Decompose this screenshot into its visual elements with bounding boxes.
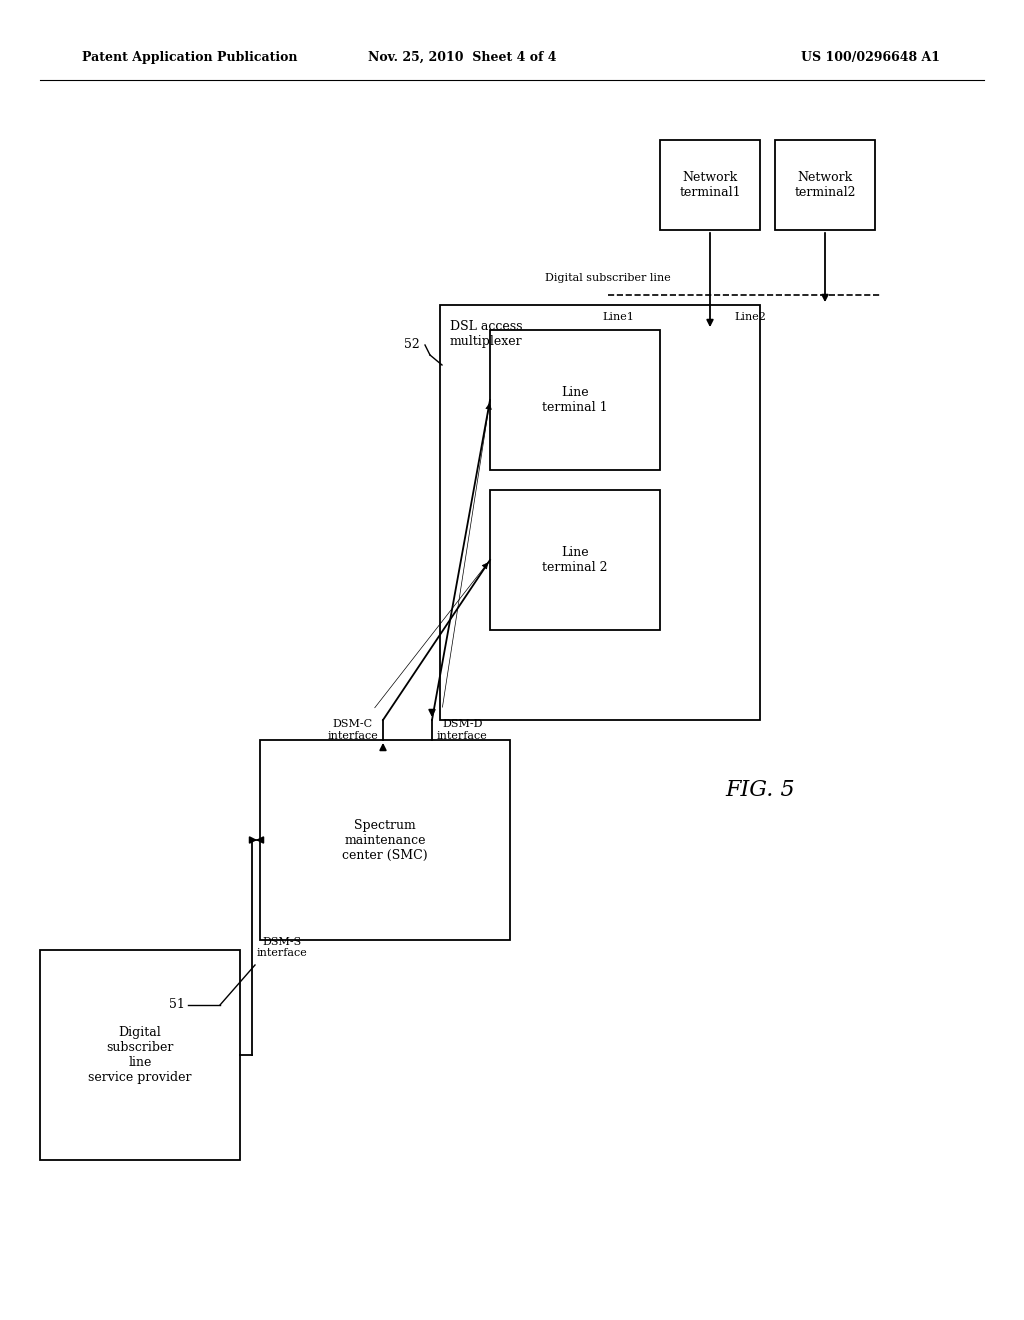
Bar: [260, 741, 510, 940]
Text: Line1: Line1: [602, 312, 634, 322]
Text: Network
terminal1: Network terminal1: [679, 172, 740, 199]
Text: DSM-S
interface: DSM-S interface: [257, 937, 308, 958]
Text: DSL access
multiplexer: DSL access multiplexer: [450, 319, 522, 348]
Text: US 100/0296648 A1: US 100/0296648 A1: [801, 50, 940, 63]
Text: 51: 51: [169, 998, 185, 1011]
Bar: [660, 140, 760, 230]
Text: Patent Application Publication: Patent Application Publication: [82, 50, 298, 63]
Text: Network
terminal2: Network terminal2: [795, 172, 856, 199]
Bar: [440, 305, 760, 719]
Text: Line
terminal 2: Line terminal 2: [543, 546, 608, 574]
Text: Digital subscriber line: Digital subscriber line: [545, 273, 671, 282]
Text: DSM-C
interface: DSM-C interface: [328, 719, 378, 741]
Bar: [40, 950, 240, 1160]
Text: Digital
subscriber
line
service provider: Digital subscriber line service provider: [88, 1026, 191, 1084]
Text: 52: 52: [404, 338, 420, 351]
Bar: [490, 490, 660, 630]
Bar: [775, 140, 874, 230]
Bar: [490, 330, 660, 470]
Text: Nov. 25, 2010  Sheet 4 of 4: Nov. 25, 2010 Sheet 4 of 4: [368, 50, 556, 63]
Text: FIG. 5: FIG. 5: [725, 779, 795, 801]
Text: Line2: Line2: [734, 312, 766, 322]
Text: Spectrum
maintenance
center (SMC): Spectrum maintenance center (SMC): [342, 818, 428, 862]
Text: DSM-D
interface: DSM-D interface: [437, 719, 487, 741]
Text: Line
terminal 1: Line terminal 1: [542, 385, 608, 414]
